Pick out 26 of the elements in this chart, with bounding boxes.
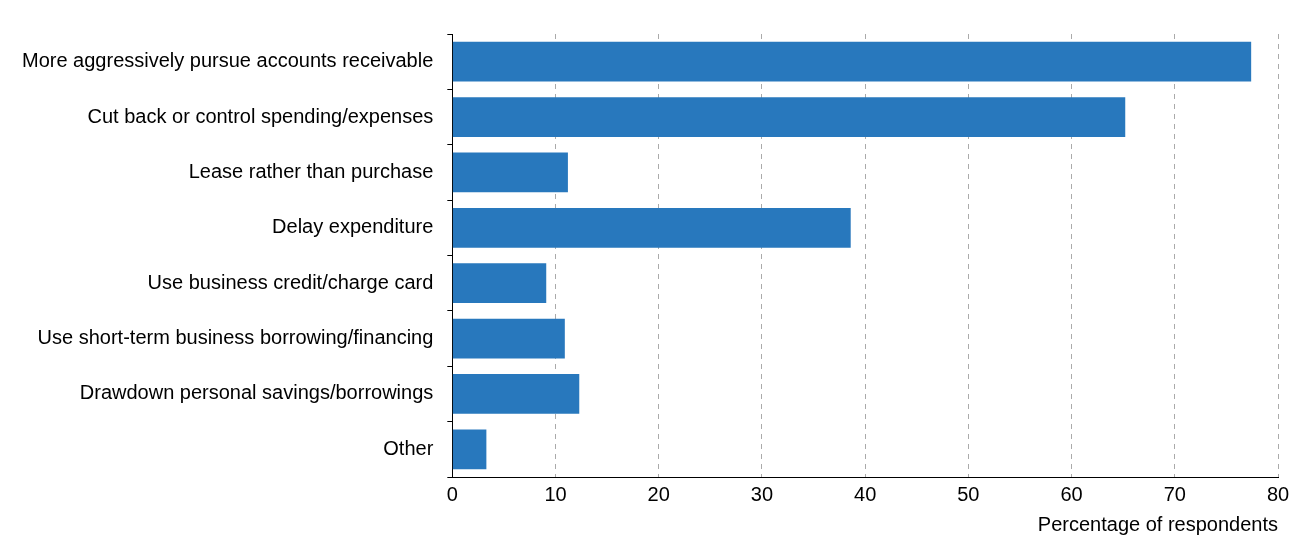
x-axis-title: Percentage of respondents [1037,512,1278,535]
y-tick-label: Drawdown personal savings/borrowings [79,381,434,404]
x-tick-label: 80 [1266,482,1290,505]
y-tick-label: More aggressively pursue accounts receivable [21,49,434,72]
x-tick-label: 40 [854,482,877,505]
bar [452,374,580,414]
bar [452,263,547,304]
bar [452,318,565,359]
y-tick-label: Delay expenditure [272,215,434,238]
x-tick-label: 60 [1060,482,1083,505]
x-tick-label: 10 [544,482,567,505]
bar [452,207,851,248]
y-tick-label: Cut back or control spending/expenses [87,104,434,127]
y-tick-label: Lease rather than purchase [188,159,434,182]
y-tick-label: Use business credit/charge card [147,270,434,293]
x-tick-label: 30 [750,482,774,505]
x-tick-label: 0 [446,482,458,505]
y-tick-label: Other [383,436,434,459]
bar [452,429,487,470]
bar [452,97,1126,137]
x-tick-label: 20 [647,482,670,505]
x-tick-label: 50 [957,482,980,505]
y-tick-label: Use short-term business borrowing/financing [37,326,434,349]
x-tick-label: 70 [1163,482,1186,505]
bar [452,41,1252,82]
bar [452,152,568,193]
